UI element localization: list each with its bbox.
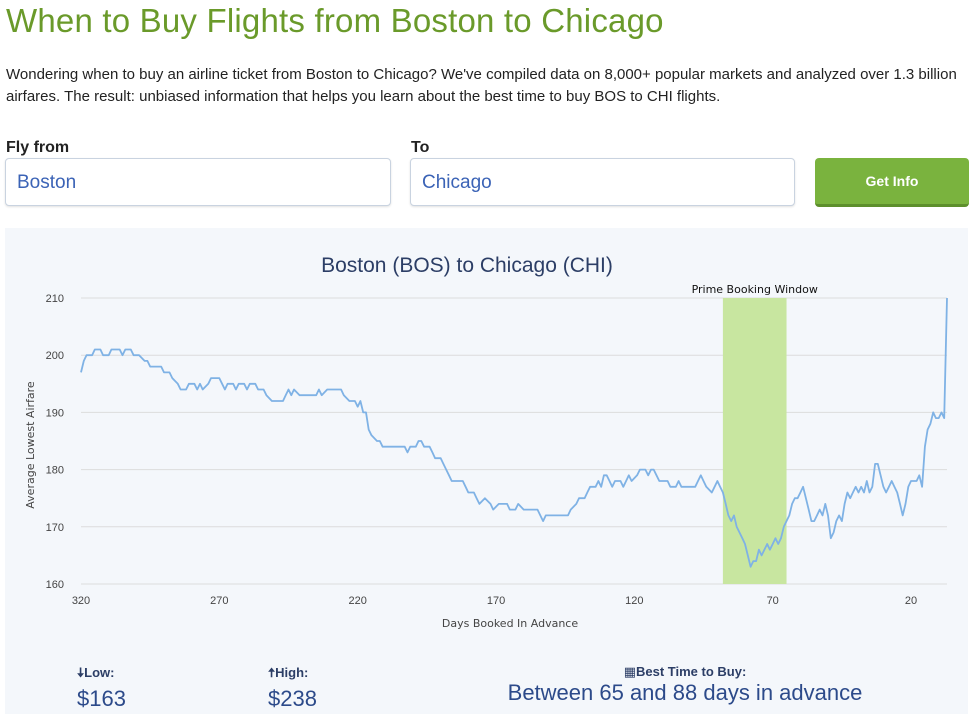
best-value: Between 65 and 88 days in advance xyxy=(507,680,863,705)
y-axis-label: Average Lowest Airfare xyxy=(24,381,37,509)
intro-text: Wondering when to buy an airline ticket … xyxy=(6,66,957,105)
chart-panel: 160 170 180 190 200 210 320 270 220 170 120 70 20 Pri… xyxy=(5,228,968,714)
from-label: Fly from xyxy=(6,139,70,156)
band-label: Prime Booking Window xyxy=(692,283,818,296)
best-time-stat: ▦Best Time to Buy: Between 65 and 88 day… xyxy=(485,664,885,706)
airfare-series-line xyxy=(80,297,948,568)
best-label: Best Time to Buy: xyxy=(636,664,747,679)
x-tick-label: 220 xyxy=(348,595,366,607)
y-tick-label: 180 xyxy=(46,465,64,477)
low-label: Low: xyxy=(84,665,115,680)
x-axis-label: Days Booked In Advance xyxy=(442,617,578,630)
y-tick-label: 160 xyxy=(46,579,64,591)
page-title: When to Buy Flights from Boston to Chica… xyxy=(6,2,664,39)
y-tick-label: 210 xyxy=(46,293,64,305)
from-field[interactable]: Boston xyxy=(5,158,391,206)
low-value: $163 xyxy=(77,686,126,711)
calendar-icon: ▦ xyxy=(623,664,636,679)
high-label: High: xyxy=(275,665,309,680)
get-info-button[interactable]: Get Info xyxy=(815,158,969,207)
x-tick-label: 70 xyxy=(767,595,779,607)
x-tick-label: 270 xyxy=(210,595,228,607)
arrow-up-icon: 🠅 xyxy=(268,665,276,680)
x-tick-label: 20 xyxy=(905,595,917,607)
arrow-down-icon: 🠇 xyxy=(77,665,85,680)
airfare-chart: 160 170 180 190 200 210 320 270 220 170 120 70 20 Pri… xyxy=(24,254,948,630)
to-label: To xyxy=(411,139,430,156)
y-tick-label: 170 xyxy=(46,522,64,534)
prime-booking-band xyxy=(722,298,787,584)
x-tick-label: 170 xyxy=(487,595,505,607)
high-value: $238 xyxy=(268,686,317,711)
chart-title: Boston (BOS) to Chicago (CHI) xyxy=(321,254,613,277)
to-field[interactable]: Chicago xyxy=(410,158,795,206)
high-stat: 🠅High: $238 xyxy=(268,664,317,712)
x-tick-label: 320 xyxy=(72,595,90,607)
low-stat: 🠇Low: $163 xyxy=(77,664,126,712)
x-tick-label: 120 xyxy=(625,595,643,607)
y-tick-label: 190 xyxy=(46,407,64,419)
y-tick-label: 200 xyxy=(46,350,64,362)
